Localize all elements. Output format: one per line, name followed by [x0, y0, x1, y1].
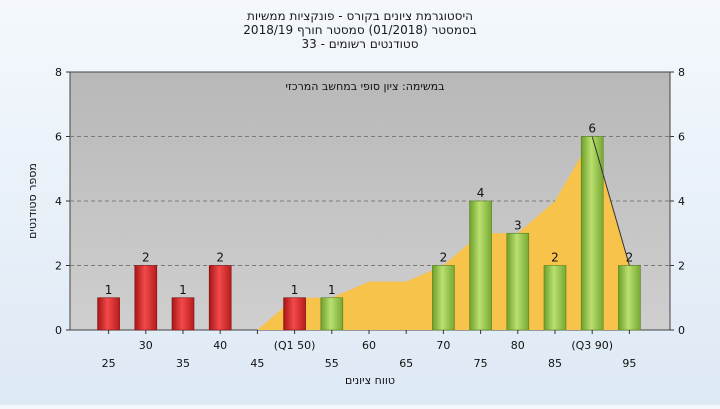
title-line-2: בסמסטר (01/2018) סמסטר חורף 2018/19: [243, 23, 476, 37]
bar-75: [469, 200, 492, 331]
bar-70: [432, 265, 455, 331]
y-tick-label: 2: [678, 260, 685, 273]
y-tick-label: 6: [678, 131, 685, 144]
y-tick-label: 0: [678, 324, 685, 337]
bar-value-label: 2: [216, 251, 224, 265]
bar-value-label: 1: [105, 283, 113, 297]
x-tick-label: (Q3 90): [571, 339, 613, 352]
y-tick-label: 0: [55, 324, 62, 337]
y-tick-label: 2: [55, 260, 62, 273]
chart-annotation: במשימה: ציון סופי במחשב המרכזי: [285, 80, 444, 93]
bar-value-label: 3: [514, 218, 522, 232]
x-tick-label: 85: [548, 357, 562, 370]
bar-value-label: 1: [179, 283, 187, 297]
cumulative-area: [108, 136, 630, 330]
y-tick-label: 4: [55, 195, 62, 208]
title-line-1: היסטוגרמת ציונים בקורס - פונקציות ממשיות: [247, 9, 473, 23]
bar-Q390: [580, 136, 604, 331]
data-labels: 1 2 1 2 1 1 2 4 3 2 6 2: [105, 122, 633, 297]
y-axis-left-ticks: 0 2 4 6 8: [55, 66, 70, 337]
x-tick-label: 95: [622, 357, 636, 370]
area-fill: [108, 136, 630, 330]
bar-80: [506, 232, 530, 331]
x-tick-label: 40: [213, 339, 227, 352]
bar-40: [208, 265, 232, 331]
y-tick-label: 8: [678, 66, 685, 79]
x-tick-label: 65: [399, 357, 413, 370]
x-tick-label: 25: [102, 357, 116, 370]
y-tick-label: 4: [678, 195, 685, 208]
connector-lines: [591, 136, 630, 266]
x-tick-label: 70: [436, 339, 450, 352]
x-tick-label: 35: [176, 357, 190, 370]
bar-value-label: 2: [142, 251, 150, 265]
x-tick-label: 80: [511, 339, 525, 352]
bar-35: [171, 297, 195, 331]
bar-85: [543, 265, 567, 331]
y-tick-label: 8: [55, 66, 62, 79]
bar-value-label: 1: [291, 283, 299, 297]
bar-95: [618, 265, 641, 331]
x-tick-label: (Q1 50): [274, 339, 316, 352]
y-axis-right-ticks: 0 2 4 6 8: [670, 66, 685, 337]
bar-30: [134, 265, 158, 331]
bar-value-label: 2: [551, 251, 559, 265]
title-line-3: סטודנטים רשומים - 33: [301, 37, 418, 51]
x-tick-label: 30: [139, 339, 153, 352]
bar-value-label: 6: [588, 122, 596, 136]
x-tick-label: 75: [474, 357, 488, 370]
bar-value-label: 2: [626, 251, 634, 265]
bar-25: [97, 297, 120, 331]
bar-value-label: 2: [440, 251, 448, 265]
x-tick-label: 45: [250, 357, 264, 370]
x-tick-label: 60: [362, 339, 376, 352]
y-tick-label: 6: [55, 131, 62, 144]
bar-Q150: [283, 297, 306, 331]
x-tick-label: 55: [325, 357, 339, 370]
chart-title: היסטוגרמת ציונים בקורס - פונקציות ממשיות…: [243, 9, 476, 51]
bar-55: [320, 297, 344, 331]
y-axis-title: מספר סטודנטים: [26, 163, 39, 239]
connector-line: [591, 136, 630, 266]
bar-value-label: 4: [477, 186, 485, 200]
x-axis-ticks: 25 30 35 40 45 (Q1 50) 55 60 65 70 75 80 85 (Q3 90) 95: [102, 330, 636, 370]
bar-series: [97, 136, 641, 331]
x-axis-title: טווח ציונים: [345, 374, 395, 387]
bar-value-label: 1: [328, 283, 336, 297]
